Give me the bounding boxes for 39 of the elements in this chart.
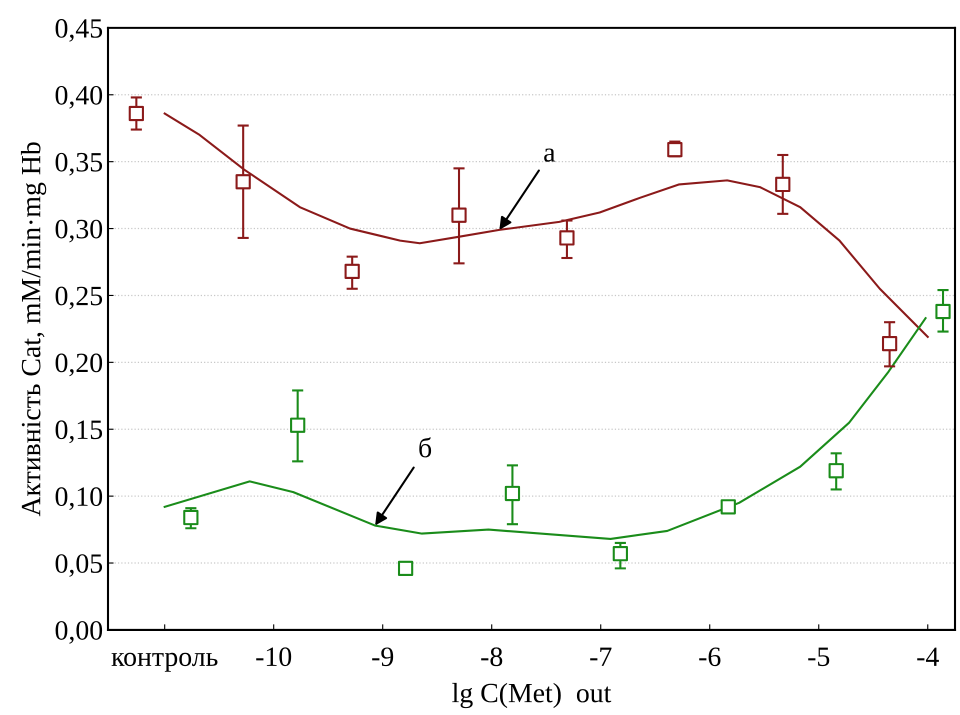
y-tick-label: 0,25 <box>56 286 102 310</box>
y-tick-label: 0,35 <box>56 152 102 176</box>
x-tick-label: -9 <box>372 647 394 666</box>
y-tick-label: 0,40 <box>56 86 102 109</box>
y-tick-label: 0,20 <box>56 354 102 376</box>
point <box>612 546 628 562</box>
point <box>398 560 414 576</box>
point <box>775 176 790 192</box>
point <box>828 463 844 478</box>
x-tick-label: -8 <box>481 647 502 666</box>
point <box>128 106 144 122</box>
point <box>559 230 575 246</box>
y-tick-label: 0,15 <box>56 420 102 444</box>
x-tick-label: -10 <box>256 647 292 666</box>
line-series <box>164 317 927 540</box>
x-tick-label: -6 <box>699 647 720 666</box>
point <box>935 304 951 320</box>
point <box>882 336 898 352</box>
point <box>236 174 251 190</box>
annotation: б <box>419 437 432 458</box>
point <box>720 499 736 514</box>
point <box>344 264 360 280</box>
x-tick-label: -4 <box>917 648 939 666</box>
y-tick-label: 0,00 <box>56 621 102 644</box>
point <box>183 510 198 526</box>
point <box>504 486 520 502</box>
line-series <box>164 112 929 338</box>
x-axis-title: lg C(Met) out <box>452 682 612 708</box>
point <box>290 418 306 433</box>
annotation: а <box>544 148 556 162</box>
y-tick-label: 0,30 <box>56 220 102 242</box>
point <box>451 208 467 223</box>
x-tick-label: -7 <box>590 648 612 666</box>
y-axis-title: Активність Cat, mM/min·mg Hb <box>20 142 46 516</box>
y-tick-label: 0,05 <box>56 554 102 577</box>
y-tick-label: 0,10 <box>56 487 102 510</box>
y-tick-label: 0,45 <box>56 19 102 42</box>
x-tick-label: контроль <box>112 652 218 672</box>
x-tick-label: -5 <box>808 648 830 666</box>
